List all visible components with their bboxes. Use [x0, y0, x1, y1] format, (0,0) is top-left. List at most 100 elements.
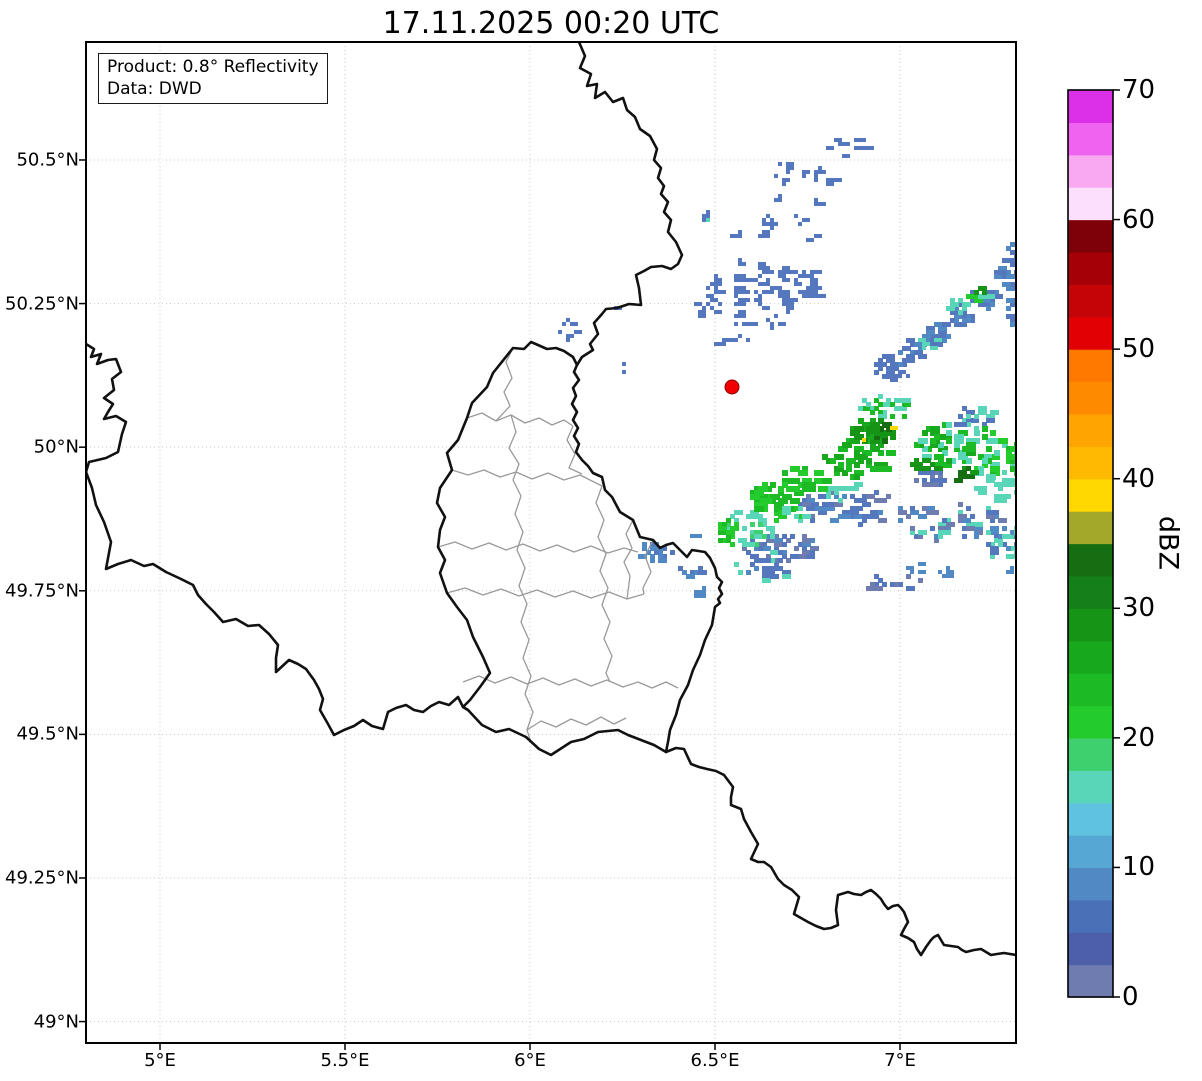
- echo-cell: [958, 474, 967, 479]
- echo-cell: [778, 270, 786, 274]
- echo-cell: [786, 486, 796, 492]
- echo-cell: [938, 522, 947, 527]
- echo-cell: [778, 510, 783, 515]
- echo-cell: [886, 398, 891, 403]
- echo-cell: [742, 262, 746, 266]
- echo-cell: [802, 542, 811, 547]
- radar-site-dot: [724, 379, 740, 395]
- echo-cell: [966, 410, 975, 415]
- echo-cell: [774, 546, 779, 551]
- echo-cell: [802, 486, 812, 492]
- echo-cell: [966, 446, 976, 452]
- echo-cell: [810, 270, 818, 274]
- echo-cell: [1010, 534, 1015, 539]
- echo-cell: [1002, 526, 1007, 531]
- echo-cell: [1058, 526, 1063, 531]
- echo-cell: [978, 466, 984, 472]
- echo-cell: [902, 346, 911, 351]
- echo-cell: [1010, 242, 1016, 247]
- echo-cell: [986, 446, 992, 452]
- echo-cell: [762, 270, 766, 274]
- echo-cell: [782, 506, 791, 511]
- border-france-germany: [664, 746, 1016, 957]
- echo-cell: [850, 494, 855, 499]
- echo-cell: [874, 398, 879, 403]
- echo-cell: [658, 558, 667, 563]
- echo-cell: [702, 218, 706, 222]
- echo-cell: [730, 534, 735, 539]
- echo-cell: [814, 290, 818, 294]
- echo-cell: [942, 338, 947, 343]
- echo-cell: [758, 522, 763, 527]
- echo-cell: [998, 534, 1003, 539]
- echo-cell: [742, 542, 751, 547]
- echo-cell: [786, 306, 794, 310]
- echo-cell: [818, 202, 826, 206]
- colorbar-band: [1068, 932, 1113, 966]
- echo-cell: [914, 458, 919, 463]
- echo-cell: [950, 318, 955, 323]
- echo-cell: [938, 334, 943, 339]
- echo-cell: [878, 434, 888, 440]
- echo-cell: [1030, 526, 1035, 531]
- echo-cell: [842, 510, 851, 515]
- echo-cell: [986, 294, 995, 299]
- echo-cell: [954, 310, 959, 315]
- echo-cell: [918, 466, 923, 471]
- echo-cell: [962, 302, 967, 307]
- echo-cell: [734, 274, 738, 278]
- echo-cell: [786, 510, 791, 515]
- echo-cell: [946, 566, 950, 570]
- echo-cell: [950, 570, 954, 574]
- echo-cell: [918, 338, 922, 342]
- echo-cell: [890, 366, 894, 370]
- echo-cell: [782, 550, 787, 555]
- echo-cell: [782, 266, 786, 270]
- echo-cell: [946, 306, 955, 311]
- echo-cell: [862, 498, 867, 503]
- echo-cell: [990, 438, 1000, 444]
- echo-cell: [850, 506, 855, 511]
- echo-cell: [910, 530, 915, 535]
- echo-cell: [994, 494, 999, 499]
- echo-cell: [990, 466, 1000, 472]
- echo-cell: [834, 454, 844, 460]
- echo-cell: [954, 478, 963, 483]
- echo-cell: [778, 194, 782, 198]
- echo-cell: [842, 470, 848, 476]
- echo-cell: [1010, 530, 1016, 535]
- echo-cell: [770, 530, 775, 535]
- echo-cell: [870, 422, 876, 428]
- echo-cell: [978, 286, 987, 291]
- echo-cell: [966, 518, 971, 523]
- echo-cell: [830, 490, 835, 495]
- echo-cell: [758, 298, 762, 302]
- echo-cell: [926, 482, 935, 487]
- echo-cell: [966, 442, 976, 448]
- echo-cell: [826, 178, 834, 182]
- echo-cell: [934, 322, 943, 327]
- echo-cell: [966, 302, 971, 307]
- echo-cell: [958, 514, 967, 519]
- echo-cell: [974, 290, 979, 295]
- echo-cell: [870, 582, 875, 587]
- echo-cell: [982, 454, 988, 460]
- echo-cell: [762, 290, 766, 294]
- echo-cell: [1058, 522, 1063, 527]
- echo-cell: [854, 462, 860, 468]
- colorbar-band: [1068, 187, 1113, 221]
- echo-cell: [814, 170, 818, 174]
- echo-cell: [890, 378, 898, 382]
- echo-cell: [826, 494, 831, 499]
- echo-cell: [878, 498, 887, 503]
- echo-cell: [962, 534, 967, 539]
- echo-cell: [958, 518, 963, 523]
- border-luxembourg: [435, 340, 724, 757]
- echo-cell: [1010, 282, 1015, 287]
- echo-cell: [762, 266, 766, 270]
- echo-cell: [998, 494, 1003, 499]
- echo-cell: [958, 298, 963, 303]
- echo-cell: [862, 518, 867, 523]
- echo-cell: [942, 526, 947, 531]
- echo-cell: [738, 274, 742, 278]
